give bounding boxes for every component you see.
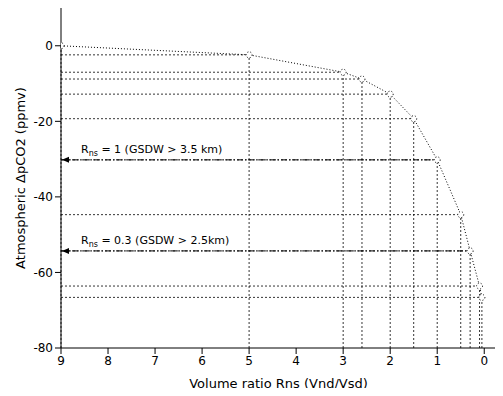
svg-text:Atmospheric ΔpCO2 (ppmv): Atmospheric ΔpCO2 (ppmv) (13, 87, 28, 269)
svg-text:5: 5 (245, 354, 253, 368)
svg-text:9: 9 (57, 354, 65, 368)
svg-text:-60: -60 (33, 266, 53, 280)
svg-text:6: 6 (198, 354, 206, 368)
svg-text:-20: -20 (33, 115, 53, 129)
svg-text:2: 2 (386, 354, 394, 368)
svg-text:0: 0 (45, 39, 53, 53)
svg-text:Rns = 0.3 (GSDW > 2.5km): Rns = 0.3 (GSDW > 2.5km) (81, 234, 229, 249)
svg-text:1: 1 (433, 354, 441, 368)
svg-text:8: 8 (104, 354, 112, 368)
svg-text:7: 7 (151, 354, 159, 368)
svg-text:-80: -80 (33, 341, 53, 355)
svg-text:0: 0 (480, 354, 488, 368)
svg-text:4: 4 (292, 354, 300, 368)
svg-text:Volume ratio Rns (Vnd/Vsd): Volume ratio Rns (Vnd/Vsd) (189, 376, 368, 388)
svg-text:3: 3 (339, 354, 347, 368)
svg-text:-40: -40 (33, 190, 53, 204)
svg-text:Rns = 1 (GSDW > 3.5 km): Rns = 1 (GSDW > 3.5 km) (81, 143, 222, 158)
